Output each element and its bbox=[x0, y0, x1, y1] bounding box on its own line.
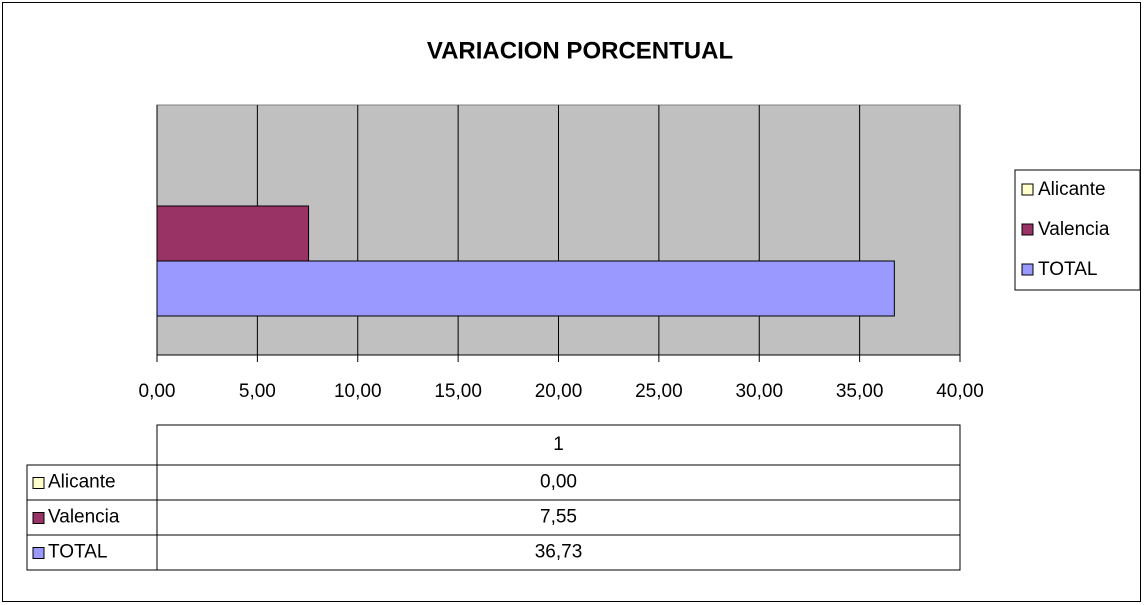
table-header: 1 bbox=[553, 434, 564, 455]
table-swatch bbox=[32, 477, 45, 489]
legend-label: TOTAL bbox=[1038, 259, 1097, 280]
legend-swatch bbox=[1021, 183, 1034, 196]
table-value-cell bbox=[156, 499, 961, 536]
table-value: 0,00 bbox=[540, 472, 577, 493]
table-series-name: Alicante bbox=[48, 472, 116, 493]
x-tick-label: 20,00 bbox=[535, 381, 583, 402]
x-tick-label: 15,00 bbox=[434, 381, 482, 402]
table-swatch bbox=[32, 547, 45, 559]
table-swatch bbox=[32, 512, 45, 524]
x-tick-label: 30,00 bbox=[735, 381, 783, 402]
legend-swatch bbox=[1021, 223, 1034, 236]
table-value: 36,73 bbox=[535, 542, 583, 563]
x-tick-label: 0,00 bbox=[139, 381, 176, 402]
table-name-cell bbox=[26, 534, 158, 571]
x-tick-label: 25,00 bbox=[635, 381, 683, 402]
legend-label: Alicante bbox=[1038, 179, 1106, 200]
chart-title: VARIACION PORCENTUAL bbox=[427, 37, 733, 64]
x-tick-label: 10,00 bbox=[334, 381, 382, 402]
table-value: 7,55 bbox=[540, 507, 577, 528]
table-name-cell bbox=[26, 499, 158, 536]
x-tick-label: 40,00 bbox=[936, 381, 984, 402]
legend-box bbox=[1014, 169, 1141, 291]
table-value-cell bbox=[156, 534, 961, 571]
table-name-cell bbox=[26, 464, 158, 501]
table-header-cell bbox=[156, 424, 961, 466]
table-series-name: TOTAL bbox=[48, 542, 107, 563]
x-tick-label: 35,00 bbox=[836, 381, 884, 402]
bar bbox=[156, 260, 895, 317]
bar bbox=[156, 205, 310, 262]
table-series-name: Valencia bbox=[48, 507, 120, 528]
legend-swatch bbox=[1021, 263, 1034, 276]
x-tick-label: 5,00 bbox=[239, 381, 276, 402]
legend-label: Valencia bbox=[1038, 219, 1110, 240]
